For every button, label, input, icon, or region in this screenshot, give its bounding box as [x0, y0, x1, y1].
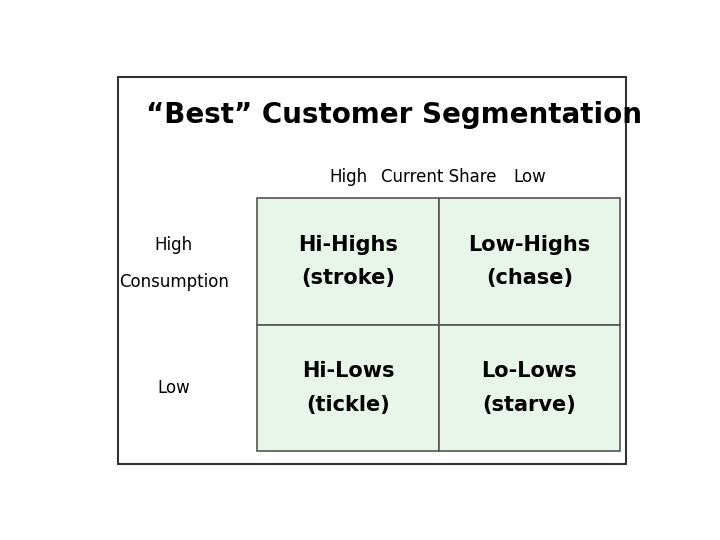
- Text: (tickle): (tickle): [306, 395, 390, 415]
- FancyBboxPatch shape: [118, 77, 626, 464]
- Text: (stroke): (stroke): [301, 268, 395, 288]
- Text: High: High: [329, 168, 367, 186]
- Text: Low-Highs: Low-Highs: [468, 235, 590, 255]
- Text: High: High: [155, 235, 193, 254]
- FancyBboxPatch shape: [258, 325, 438, 451]
- Text: Hi-Lows: Hi-Lows: [302, 361, 395, 381]
- Text: Low: Low: [158, 379, 190, 397]
- FancyBboxPatch shape: [438, 198, 620, 325]
- Text: Hi-Highs: Hi-Highs: [298, 235, 398, 255]
- Text: (starve): (starve): [482, 395, 576, 415]
- FancyBboxPatch shape: [258, 198, 438, 325]
- Text: Lo-Lows: Lo-Lows: [482, 361, 577, 381]
- Text: Current Share: Current Share: [381, 168, 497, 186]
- FancyBboxPatch shape: [438, 325, 620, 451]
- Text: Consumption: Consumption: [119, 273, 229, 291]
- Text: “Best” Customer Segmentation: “Best” Customer Segmentation: [145, 100, 642, 129]
- Text: (chase): (chase): [486, 268, 573, 288]
- Text: Low: Low: [513, 168, 546, 186]
